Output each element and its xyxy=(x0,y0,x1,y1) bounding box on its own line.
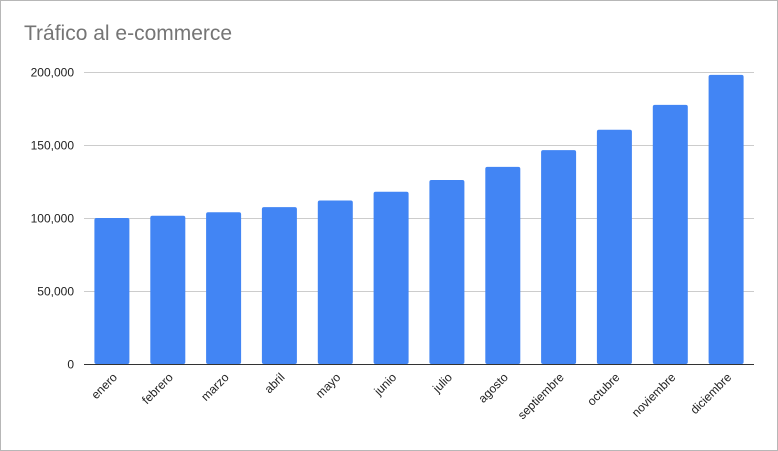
x-category-label: diciembre xyxy=(688,370,735,417)
x-axis-labels: enero febrero marzo abril mayo junio julio agos… xyxy=(88,370,734,422)
bar-febrero[interactable] xyxy=(150,215,186,364)
y-tick-label: 50,000 xyxy=(37,285,74,299)
bar-agosto[interactable] xyxy=(485,166,521,364)
x-category-label: junio xyxy=(371,370,400,399)
y-tick-label: 200,000 xyxy=(31,66,75,80)
y-tick-label: 0 xyxy=(67,358,74,372)
bar-septiembre[interactable] xyxy=(541,150,577,364)
x-category-label: noviembre xyxy=(629,370,679,420)
y-axis-ticks: 0 50,000 100,000 150,000 200,000 xyxy=(31,66,75,372)
bar-julio[interactable] xyxy=(429,180,465,364)
bar-diciembre[interactable] xyxy=(708,74,744,365)
grid-lines xyxy=(84,72,754,292)
x-category-label: enero xyxy=(88,370,120,402)
bar-enero[interactable] xyxy=(94,218,130,364)
x-category-label: marzo xyxy=(198,370,232,404)
x-category-label: abril xyxy=(262,370,288,396)
bar-junio[interactable] xyxy=(373,191,409,364)
x-category-label: mayo xyxy=(313,370,344,401)
y-tick-label: 150,000 xyxy=(31,139,75,153)
x-category-label: julio xyxy=(429,370,455,396)
x-category-label: febrero xyxy=(139,370,176,407)
x-category-label: octubre xyxy=(584,370,622,408)
bar-noviembre[interactable] xyxy=(652,104,688,365)
bar-abril[interactable] xyxy=(261,207,297,364)
bar-octubre[interactable] xyxy=(596,129,632,364)
bar-mayo[interactable] xyxy=(317,200,353,365)
bar-marzo[interactable] xyxy=(206,212,242,364)
x-category-label: septiembre xyxy=(515,370,567,422)
bars xyxy=(94,74,744,365)
y-tick-label: 100,000 xyxy=(31,212,75,226)
x-category-label: agosto xyxy=(475,370,511,406)
chart-title: Tráfico al e-commerce xyxy=(24,22,233,45)
